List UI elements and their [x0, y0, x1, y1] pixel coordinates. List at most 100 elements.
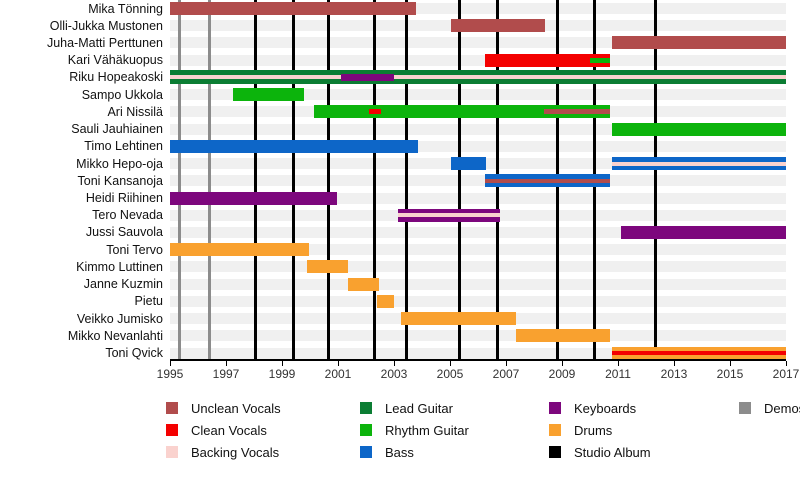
legend-label: Bass — [385, 445, 414, 460]
legend-color-swatch-studio_album — [549, 446, 561, 458]
role-bar-bass — [451, 157, 487, 171]
role-bar-unclean_vocals — [451, 19, 546, 33]
legend-color-swatch-lead_guitar — [360, 402, 372, 414]
role-bar-rhythm_guitar — [314, 105, 610, 119]
x-axis-tick-label: 2015 — [716, 367, 744, 381]
x-axis-tick-label: 1995 — [156, 367, 184, 381]
studio-album-line — [654, 0, 658, 359]
row-stripe — [170, 347, 786, 359]
role-stripe-clean_vocals — [368, 109, 382, 115]
legend-label: Keyboards — [574, 401, 637, 416]
role-bar-unclean_vocals — [612, 36, 786, 50]
role-bar-keyboards — [170, 191, 337, 205]
role-bar-unclean_vocals — [170, 2, 417, 15]
row-stripe — [170, 226, 786, 238]
demo-release-line — [178, 0, 182, 359]
role-bar-drums — [170, 243, 309, 257]
member-name-label: Veikko Jumisko — [76, 311, 163, 326]
legend-label: Backing Vocals — [191, 445, 280, 460]
x-axis-tick — [449, 361, 451, 366]
studio-album-line — [372, 0, 376, 359]
row-stripe — [170, 37, 786, 49]
studio-album-line — [326, 0, 330, 359]
legend-label: Rhythm Guitar — [385, 423, 469, 438]
x-axis-tick — [673, 361, 675, 366]
demo-release-line — [207, 0, 211, 359]
legend-color-swatch-clean_vocals — [166, 424, 178, 436]
member-name-label: Sampo Ukkola — [81, 87, 163, 102]
x-axis-tick — [225, 361, 227, 366]
legend-label: Lead Guitar — [385, 401, 453, 416]
member-name-label: Pietu — [134, 294, 164, 309]
member-name-label: Riku Hopeakoski — [69, 70, 163, 85]
role-bar-rhythm_guitar — [612, 122, 786, 136]
role-bar-drums — [307, 260, 348, 274]
x-axis-tick-label: 2009 — [548, 367, 576, 381]
role-stripe-unclean_vocals — [485, 178, 610, 183]
x-axis-tick — [337, 361, 339, 366]
row-stripe — [170, 123, 786, 135]
member-name-label: Toni Tervo — [106, 242, 163, 257]
row-stripe — [170, 192, 786, 204]
role-stripe-backing_vocals — [612, 161, 786, 166]
legend-color-swatch-drums — [549, 424, 561, 436]
x-axis-tick — [169, 361, 171, 366]
member-name-label: Ari Nissilä — [107, 104, 163, 119]
member-name-label: Janne Kuzmin — [83, 277, 163, 292]
role-bar-drums — [515, 329, 610, 343]
row-stripe — [170, 244, 786, 256]
member-name-label: Olli-Jukka Mustonen — [49, 18, 163, 33]
x-axis-tick — [281, 361, 283, 366]
legend-label: Clean Vocals — [191, 423, 267, 438]
legend-color-swatch-demos — [739, 402, 751, 414]
legend-label: Studio Album — [574, 445, 651, 460]
member-name-label: Toni Kansanoja — [77, 173, 163, 188]
studio-album-line — [291, 0, 295, 359]
role-stripe-keyboards — [340, 73, 394, 81]
x-axis-tick-label: 1999 — [268, 367, 296, 381]
x-axis-tick — [617, 361, 619, 366]
member-name-label: Juha-Matti Perttunen — [46, 35, 163, 50]
legend-color-swatch-bass — [360, 446, 372, 458]
member-name-label: Mikko Hepo-oja — [76, 156, 163, 171]
member-name-label: Mikko Nevanlahti — [67, 328, 163, 343]
x-axis-tick-label: 2013 — [660, 367, 688, 381]
member-name-label: Sauli Jauhiainen — [71, 122, 163, 137]
row-stripe — [170, 140, 786, 152]
studio-album-line — [458, 0, 462, 359]
row-stripe — [170, 3, 786, 14]
legend-color-swatch-unclean_vocals — [166, 402, 178, 414]
x-axis-tick-label: 2001 — [324, 367, 352, 381]
role-stripe-clean_vocals — [612, 351, 786, 356]
legend-label: Unclean Vocals — [191, 401, 281, 416]
role-bar-rhythm_guitar — [233, 88, 305, 102]
role-bar-bass — [170, 139, 418, 153]
legend-label: Demos — [764, 401, 800, 416]
member-name-label: Heidi Riihinen — [85, 191, 163, 206]
member-name-label: Toni Qvick — [105, 346, 163, 361]
row-stripe — [170, 175, 786, 187]
x-axis-tick-label: 2007 — [492, 367, 520, 381]
role-bar-clean_vocals — [485, 53, 610, 67]
row-stripe — [170, 89, 786, 101]
member-name-label: Mika Tönning — [88, 1, 163, 16]
x-axis-tick-label: 2003 — [380, 367, 408, 381]
x-axis-tick-label: 2011 — [605, 367, 631, 381]
role-stripe-unclean_vocals — [543, 109, 610, 115]
role-bar-drums — [377, 294, 394, 308]
row-stripe — [170, 54, 786, 66]
legend-label: Drums — [574, 423, 613, 438]
legend-color-swatch-backing_vocals — [166, 446, 178, 458]
x-axis-tick-label: 1997 — [212, 367, 240, 381]
member-name-label: Kari Vähäkuopus — [67, 53, 163, 68]
x-axis-tick — [561, 361, 563, 366]
legend-color-swatch-keyboards — [549, 402, 561, 414]
member-name-label: Kimmo Luttinen — [76, 259, 163, 274]
member-name-label: Timo Lehtinen — [84, 139, 163, 154]
x-axis-tick-label: 2005 — [436, 367, 464, 381]
role-bar-drums — [347, 277, 379, 291]
member-name-label: Jussi Sauvola — [85, 225, 163, 240]
studio-album-line — [405, 0, 409, 359]
role-stripe-backing_vocals — [398, 213, 501, 218]
